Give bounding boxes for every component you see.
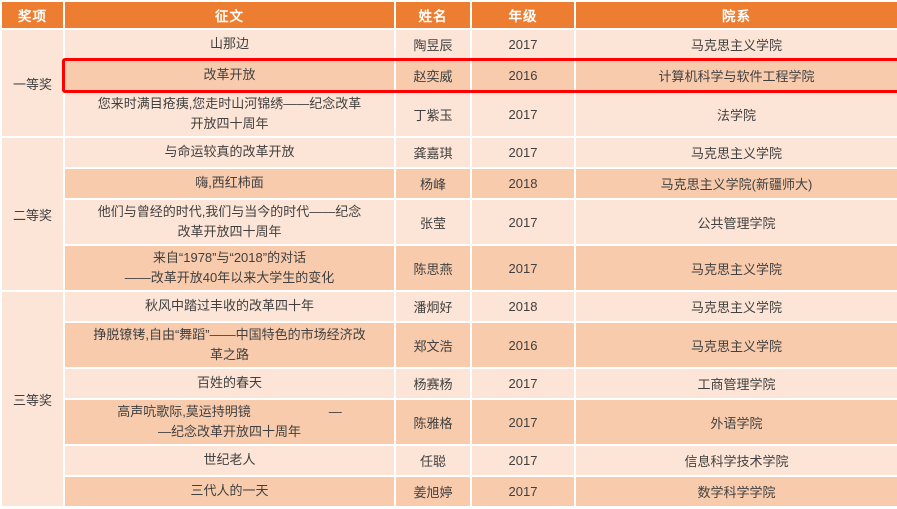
- table-row: 来自“1978”与“2018”的对话 ——改革开放40年以来大学生的变化 陈思燕 2…: [1, 244, 897, 292]
- essay-title-cell: 山那边: [63, 28, 396, 61]
- grade-cell: 2018: [470, 290, 576, 323]
- header-row: 奖项 征文 姓名 年级 院系: [0, 0, 897, 30]
- essay-title-cell: 来自“1978”与“2018”的对话 ——改革开放40年以来大学生的变化: [63, 244, 396, 292]
- grade-cell: 2017: [470, 475, 576, 508]
- dept-cell: 工商管理学院: [574, 367, 897, 400]
- grade-cell: 2016: [470, 59, 576, 92]
- grade-cell: 2017: [470, 136, 576, 169]
- essay-title-cell: 改革开放: [63, 59, 396, 92]
- essay-title-cell: 秋风中踏过丰收的改革四十年: [63, 290, 396, 323]
- table-row: 一等奖 山那边 陶昱辰 2017 马克思主义学院: [0, 28, 897, 138]
- grade-cell: 2018: [470, 167, 576, 200]
- essay-title-cell: 他们与曾经的时代,我们与当今的时代——纪念 改革开放四十周年: [63, 198, 396, 246]
- essay-title-cell: 三代人的一天: [63, 475, 396, 508]
- grade-cell: 2017: [470, 244, 576, 292]
- header-name: 姓名: [394, 0, 472, 30]
- dept-cell: 信息科学技术学院: [574, 444, 897, 477]
- dept-cell: 马克思主义学院: [574, 321, 897, 369]
- name-cell: 陶昱辰: [394, 28, 472, 61]
- essay-title-cell: 高声吭歌际,莫运持明镜 — —纪念改革开放四十周年: [63, 398, 396, 446]
- name-cell: 郑文浩: [394, 321, 472, 369]
- dept-cell: 法学院: [574, 90, 897, 138]
- name-cell: 赵奕威: [394, 59, 472, 92]
- dept-cell: 马克思主义学院: [574, 244, 897, 292]
- grade-cell: 2017: [470, 28, 576, 61]
- dept-cell: 马克思主义学院: [574, 28, 897, 61]
- essay-title-cell: 挣脱镣铐,自由“舞蹈”——中国特色的市场经济改 革之路: [63, 321, 396, 369]
- grade-cell: 2017: [470, 90, 576, 138]
- name-cell: 杨赛杨: [394, 367, 472, 400]
- name-cell: 任聪: [394, 444, 472, 477]
- essay-title-cell: 嗨,西红柿面: [63, 167, 396, 200]
- essay-title-cell: 世纪老人: [63, 444, 396, 477]
- table-row: 世纪老人 任聪 2017 信息科学技术学院: [1, 444, 897, 477]
- essay-title-cell: 您来时满目疮痍,您走时山河锦绣——纪念改革 开放四十周年: [63, 90, 396, 138]
- table-row: 高声吭歌际,莫运持明镜 — —纪念改革开放四十周年 陈雅格 2017 外语学院: [1, 398, 897, 446]
- table-row: 三代人的一天 姜旭婷 2017 数学科学学院: [1, 475, 897, 508]
- header-dept: 院系: [574, 0, 897, 30]
- grade-cell: 2017: [470, 444, 576, 477]
- dept-cell: 计算机科学与软件工程学院: [574, 59, 897, 92]
- table-row: 他们与曾经的时代,我们与当今的时代——纪念 改革开放四十周年 张莹 2017 公共管理…: [1, 198, 897, 246]
- name-cell: 丁紫玉: [394, 90, 472, 138]
- dept-cell: 外语学院: [574, 398, 897, 446]
- table-row: 改革开放 赵奕威 2016 计算机科学与软件工程学院: [1, 59, 897, 92]
- grade-cell: 2016: [470, 321, 576, 369]
- name-cell: 龚嘉琪: [394, 136, 472, 169]
- essay-title-cell: 百姓的春天: [63, 367, 396, 400]
- table-row: 百姓的春天 杨赛杨 2017 工商管理学院: [1, 367, 897, 400]
- grade-cell: 2017: [470, 367, 576, 400]
- table-row: 您来时满目疮痍,您走时山河锦绣——纪念改革 开放四十周年 丁紫玉 2017 法学院: [1, 90, 897, 138]
- dept-cell: 马克思主义学院: [574, 290, 897, 323]
- essay-title-cell: 与命运较真的改革开放: [63, 136, 396, 169]
- dept-cell: 公共管理学院: [574, 198, 897, 246]
- table-row: 嗨,西红柿面 杨峰 2018 马克思主义学院(新疆师大): [1, 167, 897, 200]
- header-essay: 征文: [63, 0, 396, 30]
- table-row: 三等奖 秋风中踏过丰收的改革四十年 潘炯好 2018 马克思主义学院: [0, 290, 897, 508]
- dept-cell: 马克思主义学院(新疆师大): [574, 167, 897, 200]
- award-group-cell: 一等奖: [0, 28, 65, 138]
- name-cell: 陈思燕: [394, 244, 472, 292]
- name-cell: 杨峰: [394, 167, 472, 200]
- table-row: 二等奖 与命运较真的改革开放 龚嘉琪 2017 马克思主义学院: [0, 136, 897, 292]
- grade-cell: 2017: [470, 398, 576, 446]
- name-cell: 陈雅格: [394, 398, 472, 446]
- name-cell: 姜旭婷: [394, 475, 472, 508]
- dept-cell: 数学科学学院: [574, 475, 897, 508]
- dept-cell: 马克思主义学院: [574, 136, 897, 169]
- award-group-cell: 二等奖: [0, 136, 65, 292]
- header-grade: 年级: [470, 0, 576, 30]
- award-group-cell: 三等奖: [0, 290, 65, 508]
- name-cell: 潘炯好: [394, 290, 472, 323]
- table-row: 挣脱镣铐,自由“舞蹈”——中国特色的市场经济改 革之路 郑文浩 2016 马克思主义学…: [1, 321, 897, 369]
- name-cell: 张莹: [394, 198, 472, 246]
- header-award: 奖项: [0, 0, 65, 30]
- grade-cell: 2017: [470, 198, 576, 246]
